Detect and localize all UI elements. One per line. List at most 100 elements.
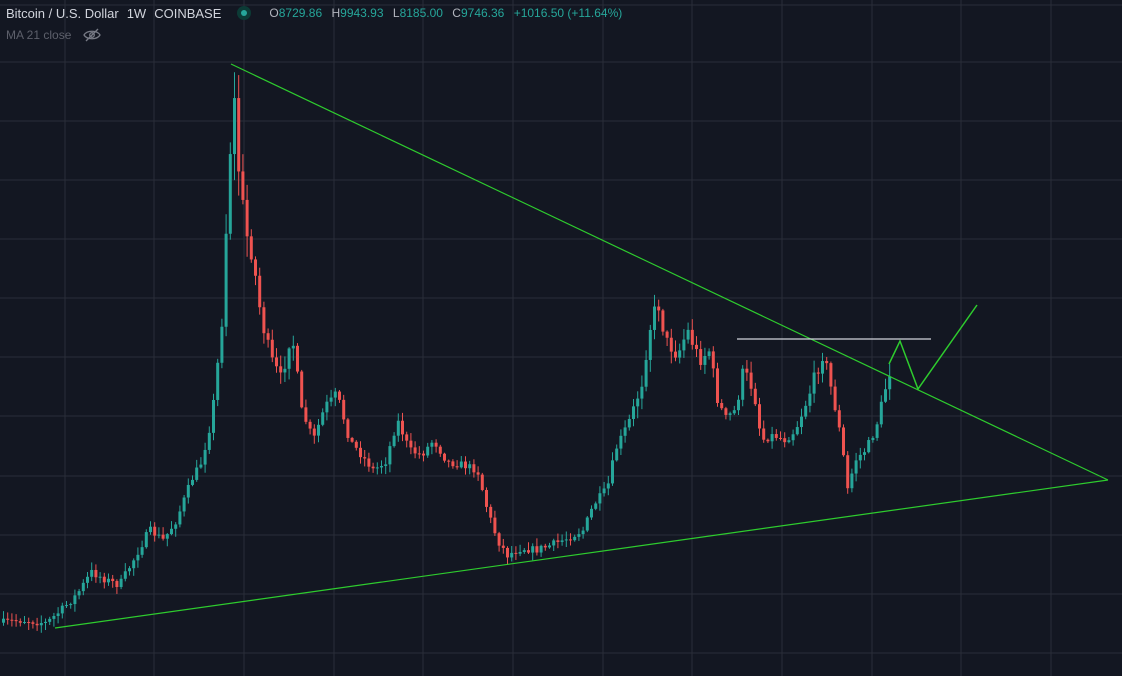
candle-body bbox=[23, 622, 26, 624]
candle-body bbox=[648, 329, 652, 360]
candle-body bbox=[52, 616, 56, 619]
candle-body bbox=[522, 550, 526, 552]
candle-body bbox=[228, 154, 232, 234]
candle-body bbox=[485, 489, 488, 507]
candle-body bbox=[107, 578, 110, 583]
candle-body bbox=[128, 568, 131, 572]
candle-body bbox=[48, 618, 52, 622]
candle-body bbox=[224, 233, 228, 327]
candle-body bbox=[543, 545, 547, 548]
candle-body bbox=[182, 497, 186, 512]
candle-body bbox=[464, 461, 467, 469]
indicator-legend[interactable]: MA 21 close bbox=[6, 27, 102, 43]
candle-body bbox=[560, 540, 564, 542]
candle-body bbox=[548, 545, 551, 548]
candle-body bbox=[296, 345, 299, 372]
candle-body bbox=[392, 435, 396, 447]
candle-body bbox=[312, 428, 316, 436]
close-label: C bbox=[452, 6, 461, 20]
visibility-off-icon[interactable] bbox=[83, 28, 102, 42]
candle-body bbox=[468, 464, 472, 469]
market-status-icon[interactable] bbox=[237, 6, 252, 20]
candle-body bbox=[753, 388, 757, 405]
candle-body bbox=[875, 424, 879, 438]
candle-body bbox=[728, 413, 732, 415]
candle-body bbox=[56, 613, 60, 617]
candle-body bbox=[602, 488, 606, 494]
candle-body bbox=[203, 449, 207, 465]
candle-body bbox=[854, 460, 858, 474]
candle-body bbox=[136, 554, 140, 561]
candle-body bbox=[375, 467, 379, 469]
symbol-name[interactable]: Bitcoin / U.S. Dollar bbox=[6, 5, 119, 21]
candle-body bbox=[212, 399, 215, 433]
candle-body bbox=[35, 623, 39, 626]
candle-body bbox=[401, 420, 404, 435]
high-label: H bbox=[331, 6, 341, 20]
candle-body bbox=[888, 376, 892, 390]
candle-body bbox=[178, 511, 182, 525]
candle-body bbox=[308, 421, 312, 429]
candle-body bbox=[661, 310, 665, 332]
candle-body bbox=[123, 571, 127, 579]
candle-body bbox=[111, 578, 115, 582]
candle-body bbox=[149, 526, 152, 533]
indicator-label[interactable]: MA 21 close bbox=[6, 28, 72, 42]
candle-body bbox=[241, 171, 245, 200]
candle-body bbox=[325, 401, 329, 413]
lower-trendline[interactable] bbox=[54, 479, 1109, 629]
candle-body bbox=[636, 398, 640, 407]
candle-body bbox=[283, 368, 287, 373]
candle-body bbox=[577, 534, 581, 537]
candle-body bbox=[846, 455, 850, 489]
candle-body bbox=[640, 386, 644, 399]
candle-body bbox=[493, 517, 497, 534]
candle-body bbox=[39, 622, 43, 626]
low-value: 8185.00 bbox=[399, 6, 443, 20]
candle-body bbox=[216, 362, 220, 400]
candle-body bbox=[766, 439, 770, 442]
candle-body bbox=[90, 569, 94, 577]
candle-body bbox=[249, 236, 253, 260]
candle-body bbox=[816, 372, 820, 374]
candle-body bbox=[711, 351, 715, 369]
candle-body bbox=[791, 434, 795, 441]
drawing-layer[interactable] bbox=[54, 63, 1109, 629]
upper-trendline[interactable] bbox=[230, 63, 1109, 481]
candle-body bbox=[346, 419, 350, 438]
candle-body bbox=[459, 461, 463, 468]
candle-body bbox=[119, 578, 123, 588]
candle-body bbox=[556, 540, 560, 542]
candle-body bbox=[363, 457, 367, 459]
candle-body bbox=[157, 534, 161, 536]
candle-body bbox=[237, 98, 241, 172]
candle-body bbox=[573, 536, 577, 541]
candle-body bbox=[682, 339, 686, 351]
projection-path[interactable] bbox=[888, 304, 978, 391]
candle-body bbox=[669, 337, 673, 352]
candle-body bbox=[6, 618, 10, 620]
candle-body bbox=[833, 386, 837, 411]
candle-body bbox=[94, 569, 98, 578]
candle-body bbox=[585, 517, 589, 531]
candle-body bbox=[619, 435, 623, 449]
candle-body bbox=[884, 389, 887, 402]
candle-body bbox=[10, 619, 14, 621]
candle-body bbox=[598, 493, 602, 504]
interval-label[interactable]: 1W bbox=[126, 5, 147, 21]
candle-body bbox=[60, 605, 64, 614]
candle-body bbox=[758, 404, 761, 429]
candle-body bbox=[472, 464, 476, 473]
candle-body bbox=[329, 397, 333, 402]
candle-body bbox=[409, 440, 413, 448]
candle-body bbox=[86, 576, 89, 583]
exchange-label[interactable]: COINBASE bbox=[154, 5, 222, 21]
candle-body bbox=[552, 540, 556, 546]
candle-body bbox=[396, 420, 400, 436]
candle-body bbox=[686, 329, 690, 340]
candle-body bbox=[161, 534, 165, 539]
candle-body bbox=[144, 532, 148, 548]
candle-body bbox=[413, 447, 417, 454]
